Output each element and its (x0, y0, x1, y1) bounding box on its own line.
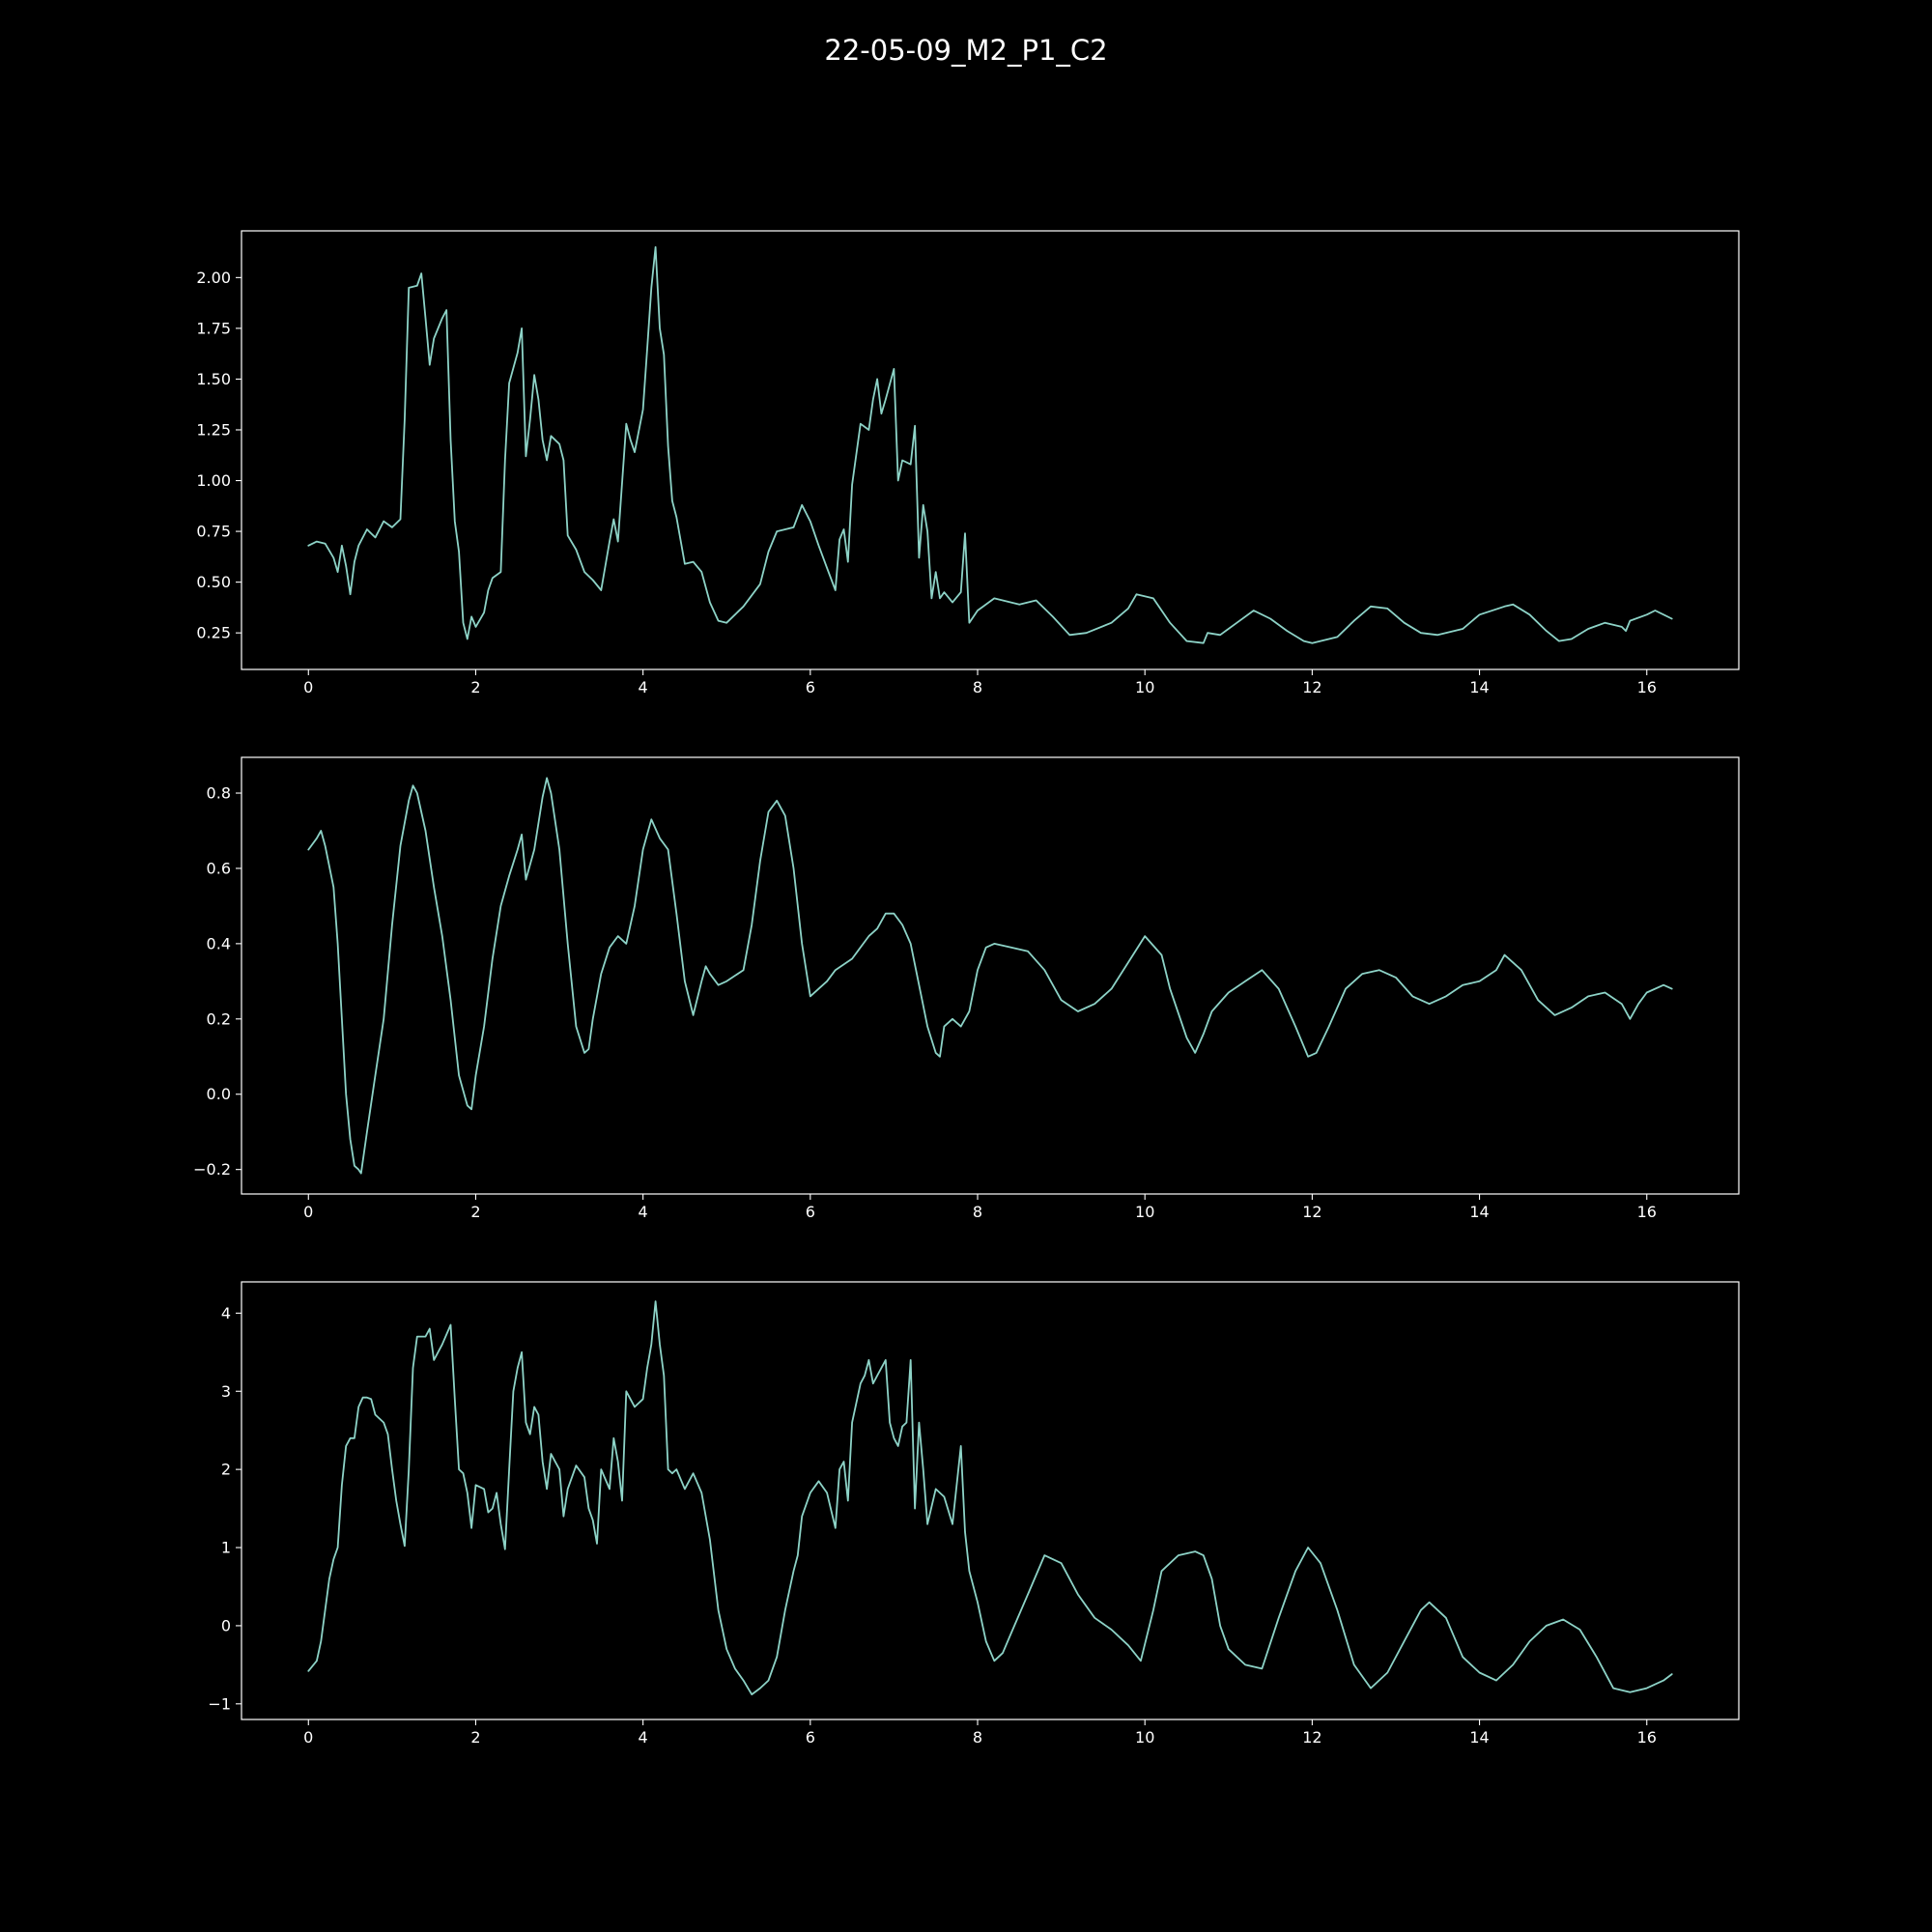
x-tick-label: 0 (303, 678, 313, 696)
x-tick-label: 2 (470, 678, 480, 696)
x-tick-label: 14 (1469, 678, 1489, 696)
y-tick-label: 0.25 (196, 624, 231, 642)
y-tick-label: 1.75 (196, 319, 231, 337)
x-tick-label: 12 (1302, 678, 1321, 696)
x-tick-label: 8 (973, 678, 982, 696)
x-tick-label: 14 (1469, 1203, 1489, 1221)
y-tick-label: 1.00 (196, 471, 231, 490)
series-line-2-1 (307, 777, 1673, 1175)
x-tick-label: 10 (1135, 678, 1154, 696)
x-tick-label: 10 (1135, 1203, 1154, 1221)
x-tick-label: 6 (806, 678, 815, 696)
x-tick-label: 0 (303, 1203, 313, 1221)
subplot-1: 0 2 4 6 8 10 12 14 16 0.25 0.50 0.75 1.00 1.25 1.50 1.7… (196, 230, 1740, 696)
y-tick-label: 0.8 (207, 784, 231, 803)
x-tick-label: 16 (1637, 1203, 1657, 1221)
x-tick-label: 4 (639, 678, 648, 696)
subplot-2: 0 2 4 6 8 10 12 14 16 −0.2 0.0 0.2 0.4 0.6 0.8 (193, 756, 1740, 1221)
x-tick-label: 12 (1302, 1203, 1321, 1221)
x-tick-label: 4 (639, 1203, 648, 1221)
y-tick-label: 4 (221, 1304, 231, 1322)
figure-title: 22-05-09_M2_P1_C2 (824, 34, 1107, 67)
plot-frame-3 (241, 1281, 1740, 1720)
y-tick-label: 0.50 (196, 573, 231, 591)
x-tick-label: 14 (1469, 1728, 1489, 1747)
x-tick-label: 2 (470, 1203, 480, 1221)
y-tick-label: 1.50 (196, 370, 231, 388)
x-tick-label: 2 (470, 1728, 480, 1747)
x-tick-label: 0 (303, 1728, 313, 1747)
y-tick-label: 0 (221, 1616, 231, 1634)
y-tick-label: 2 (221, 1461, 231, 1479)
y-tick-label: −1 (208, 1694, 231, 1713)
plot-frame-1 (241, 230, 1740, 670)
x-tick-label: 16 (1637, 1728, 1657, 1747)
x-tick-label: 12 (1302, 1728, 1321, 1747)
plot-frame-2 (241, 756, 1740, 1195)
x-tick-label: 8 (973, 1203, 982, 1221)
series-line-1-1 (307, 245, 1673, 644)
x-tick-label: 10 (1135, 1728, 1154, 1747)
y-tick-label: 1 (221, 1539, 231, 1557)
x-tick-label: 4 (639, 1728, 648, 1747)
y-tick-label: 3 (221, 1382, 231, 1401)
series-line-3-1 (307, 1300, 1673, 1695)
x-tick-label: 16 (1637, 678, 1657, 696)
y-tick-label: 0.6 (207, 859, 231, 877)
y-tick-label: 0.2 (207, 1009, 231, 1028)
y-tick-label: 1.25 (196, 420, 231, 439)
y-tick-label: 2.00 (196, 269, 231, 287)
x-tick-label: 6 (806, 1203, 815, 1221)
panels: 0 2 4 6 8 10 12 14 160.250.500.751.001.251.501.7… (193, 230, 1740, 1747)
y-tick-label: 0.75 (196, 523, 231, 541)
y-tick-label: 0.0 (207, 1085, 231, 1103)
x-tick-label: 8 (973, 1728, 982, 1747)
x-tick-label: 6 (806, 1728, 815, 1747)
y-tick-label: −0.2 (193, 1160, 231, 1179)
y-tick-label: 0.4 (207, 934, 231, 952)
